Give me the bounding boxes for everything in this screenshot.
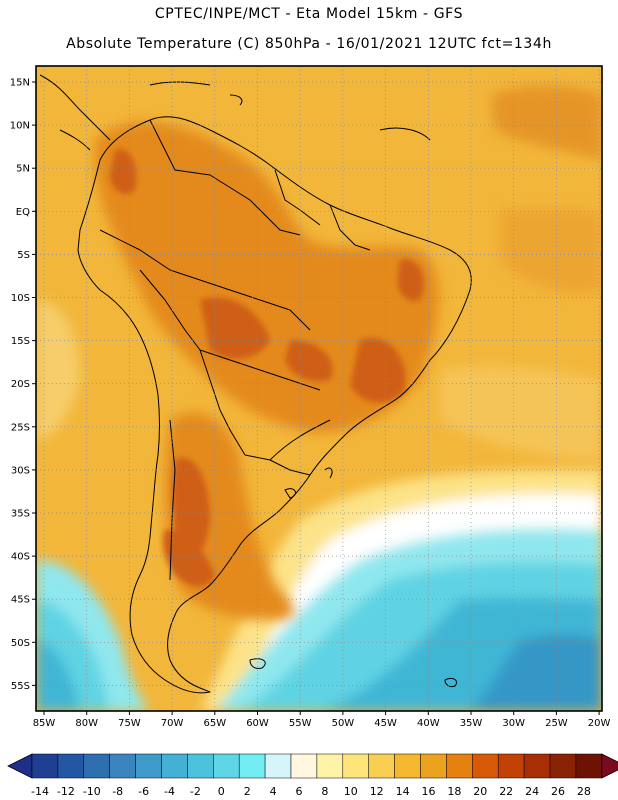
colorbar-label: -2 [190,785,201,798]
colorbar-label: 10 [344,785,358,798]
lon-tick-label: 80W [75,718,98,729]
colorbar-label: 26 [551,785,565,798]
lon-tick-label: 25W [545,718,568,729]
colorbar-swatch [446,753,473,779]
colorbar-label: 0 [218,785,225,798]
colorbar-swatch [264,753,292,779]
lon-tick-label: 40W [417,718,440,729]
latitude-axis: 15N 10N 5N EQ 5S 10S 15S 20S 25S 30S 35S 40S 45S 50S 5… [10,78,36,692]
colorbar-swatch [497,753,525,779]
colorbar-swatch [213,753,240,779]
colorbar-label: 24 [525,785,539,798]
colorbar-swatch [523,753,551,779]
colorbar-swatch [161,753,188,779]
lat-tick-label: 40S [11,552,30,563]
colorbar-swatch [187,753,214,779]
lon-tick-label: 70W [161,718,184,729]
colorbar-swatch [238,753,266,779]
map-subtitle: Absolute Temperature (C) 850hPa - 16/01/… [66,36,552,52]
colorbar-label: -8 [112,785,123,798]
colorbar-min-arrow [7,753,33,779]
colorbar-label: 4 [270,785,277,798]
colorbar-label: 16 [422,785,436,798]
colorbar-swatch [83,753,110,779]
colorbar-label: -4 [164,785,175,798]
longitude-axis: 85W 80W 75W 70W 65W 60W 55W 50W 45W 40W 35W 30W 25W 2… [33,711,611,729]
colorbar: -14 -12 -10 -8 -6 -4 -2 0 2 4 6 8 10 12 14 16 18 20 22 24 26… [7,753,618,798]
colorbar-max-arrow [601,753,618,779]
colorbar-label: 6 [296,785,303,798]
lon-tick-label: 45W [374,718,397,729]
lon-tick-label: 55W [289,718,312,729]
colorbar-label: -12 [57,785,75,798]
colorbar-label: 20 [473,785,487,798]
map-title: CPTEC/INPE/MCT - Eta Model 15km - GFS [154,6,464,22]
colorbar-swatch [368,753,395,779]
lat-tick-label: 10S [11,293,30,304]
coastlines-borders [39,74,472,694]
colorbar-label: -6 [138,785,149,798]
map-frame [35,65,603,712]
lat-tick-label: 5N [16,164,30,175]
lon-tick-label: 20W [588,718,611,729]
colorbar-swatch [575,753,603,779]
colorbar-swatch [472,753,499,779]
colorbar-swatch [135,753,162,779]
colorbar-swatch [109,753,136,779]
lat-tick-label: 5S [17,250,30,261]
lat-tick-label: 35S [11,509,30,520]
lon-tick-label: 85W [33,718,56,729]
colorbar-swatch [316,753,344,779]
colorbar-swatch [342,753,369,779]
lon-tick-label: 35W [460,718,483,729]
lon-tick-label: 65W [203,718,226,729]
lon-tick-label: 75W [118,718,141,729]
colorbar-label: 2 [244,785,251,798]
colorbar-label: 12 [370,785,384,798]
colorbar-swatch [57,753,85,779]
lat-tick-label: 20S [11,379,30,390]
colorbar-swatch [420,753,447,779]
lat-tick-label: 15N [10,78,30,89]
lat-tick-label: EQ [16,207,30,218]
colorbar-swatch [31,753,59,779]
colorbar-swatch [549,753,577,779]
hot-land-areas [110,149,424,587]
temperature-field [36,66,602,711]
colorbar-label: -14 [31,785,49,798]
lat-tick-label: 45S [11,595,30,606]
colorbar-label: 18 [447,785,461,798]
lon-tick-label: 60W [246,718,269,729]
colorbar-label: 14 [396,785,410,798]
colorbar-label: 28 [577,785,591,798]
lon-tick-label: 50W [332,718,355,729]
colorbar-label: 8 [321,785,328,798]
lat-tick-label: 50S [11,638,30,649]
lat-tick-label: 10N [10,121,30,132]
lat-tick-label: 25S [11,422,30,433]
lon-tick-label: 30W [502,718,525,729]
colorbar-swatch [290,753,318,779]
lat-tick-label: 30S [11,465,30,476]
colorbar-label: 22 [499,785,513,798]
lat-tick-label: 55S [11,681,30,692]
colorbar-swatch [394,753,421,779]
colorbar-label: -10 [83,785,101,798]
lat-tick-label: 15S [11,336,30,347]
warm-ocean-areas [36,85,602,460]
